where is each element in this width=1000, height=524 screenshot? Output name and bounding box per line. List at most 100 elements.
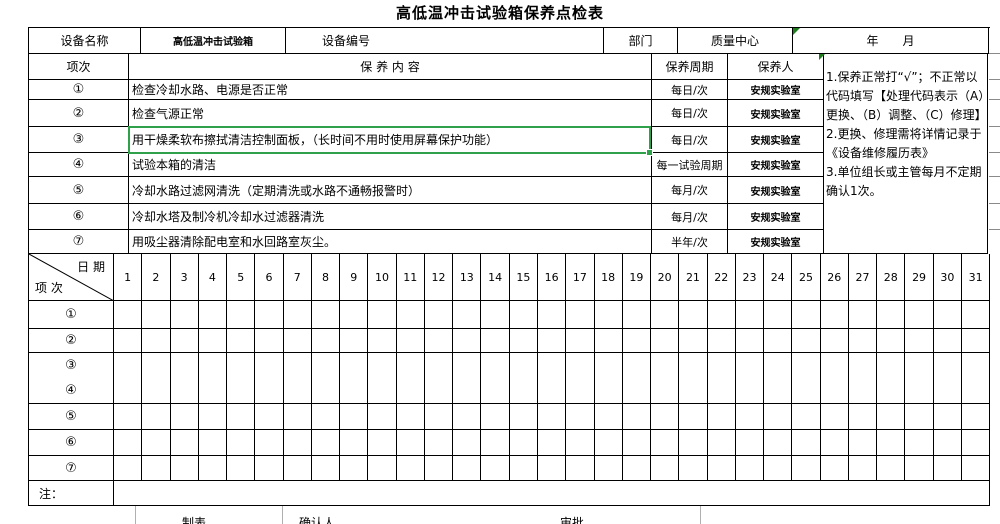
day-cell[interactable] [707,301,736,329]
day-cell[interactable] [566,430,595,456]
day-cell[interactable] [396,456,425,481]
day-cell[interactable] [622,301,652,329]
day-cell[interactable] [933,456,962,481]
day-cell[interactable] [368,404,397,430]
day-cell[interactable] [933,301,962,329]
day-cell[interactable] [537,430,567,456]
day-cell[interactable] [396,301,425,329]
day-cell[interactable] [311,430,341,456]
day-cell[interactable] [792,456,821,481]
day-cell[interactable] [622,404,652,430]
day-cell[interactable] [764,353,793,404]
day-cell[interactable] [848,430,878,456]
day-cell[interactable] [735,404,765,430]
day-cell[interactable] [424,456,454,481]
day-cell[interactable] [622,456,652,481]
day-cell[interactable] [340,430,369,456]
day-cell[interactable] [198,353,228,404]
day-cell[interactable] [255,430,284,456]
day-cell[interactable] [961,301,991,329]
day-cell[interactable] [114,430,143,456]
day-cell[interactable] [594,329,623,353]
day-cell[interactable] [594,456,623,481]
day-cell[interactable] [679,456,708,481]
day-cell[interactable] [537,456,567,481]
day-cell[interactable] [764,301,793,329]
day-cell[interactable] [905,353,934,404]
day-cell[interactable] [537,404,567,430]
day-cell[interactable] [764,404,793,430]
day-cell[interactable] [114,301,143,329]
day-cell[interactable] [340,301,369,329]
day-cell[interactable] [453,430,482,456]
day-cell[interactable] [227,301,256,329]
day-cell[interactable] [566,301,595,329]
day-cell[interactable] [594,353,623,404]
day-cell[interactable] [368,430,397,456]
day-cell[interactable] [594,430,623,456]
day-cell[interactable] [764,430,793,456]
day-cell[interactable] [198,456,228,481]
day-cell[interactable] [961,404,991,430]
day-cell[interactable] [396,329,425,353]
day-cell[interactable] [227,353,256,404]
day-cell[interactable] [396,404,425,430]
day-cell[interactable] [340,329,369,353]
day-cell[interactable] [622,329,652,353]
day-cell[interactable] [707,404,736,430]
day-cell[interactable] [114,329,143,353]
day-cell[interactable] [481,301,510,329]
day-cell[interactable] [255,301,284,329]
day-cell[interactable] [424,430,454,456]
day-cell[interactable] [283,301,312,329]
day-cell[interactable] [735,430,765,456]
day-cell[interactable] [848,404,878,430]
day-cell[interactable] [933,430,962,456]
day-cell[interactable] [848,456,878,481]
day-cell[interactable] [481,430,510,456]
day-cell[interactable] [820,404,849,430]
day-cell[interactable] [170,430,199,456]
day-cell[interactable] [114,353,143,404]
day-cell[interactable] [227,456,256,481]
day-cell[interactable] [340,404,369,430]
day-cell[interactable] [933,329,962,353]
day-cell[interactable] [877,404,906,430]
day-cell[interactable] [198,301,228,329]
day-cell[interactable] [707,456,736,481]
day-cell[interactable] [283,430,312,456]
day-cell[interactable] [340,353,369,404]
device-no-cell[interactable]: 设备编号 [286,28,604,54]
day-cell[interactable] [509,301,538,329]
day-cell[interactable] [707,430,736,456]
day-cell[interactable] [198,404,228,430]
day-cell[interactable] [848,353,878,404]
day-cell[interactable] [933,353,962,404]
day-cell[interactable] [566,353,595,404]
day-cell[interactable] [792,430,821,456]
day-cell[interactable] [227,404,256,430]
day-cell[interactable] [340,456,369,481]
day-cell[interactable] [255,456,284,481]
day-cell[interactable] [481,456,510,481]
day-cell[interactable] [368,456,397,481]
day-cell[interactable] [848,301,878,329]
day-cell[interactable] [905,456,934,481]
day-cell[interactable] [961,430,991,456]
day-cell[interactable] [227,430,256,456]
day-cell[interactable] [481,329,510,353]
day-cell[interactable] [877,430,906,456]
day-cell[interactable] [792,301,821,329]
day-cell[interactable] [877,456,906,481]
day-cell[interactable] [820,353,849,404]
day-cell[interactable] [453,301,482,329]
day-cell[interactable] [651,329,680,353]
day-cell[interactable] [905,404,934,430]
day-cell[interactable] [424,329,454,353]
day-cell[interactable] [707,329,736,353]
day-cell[interactable] [283,456,312,481]
day-cell[interactable] [792,353,821,404]
day-cell[interactable] [735,353,765,404]
day-cell[interactable] [311,404,341,430]
day-cell[interactable] [764,456,793,481]
